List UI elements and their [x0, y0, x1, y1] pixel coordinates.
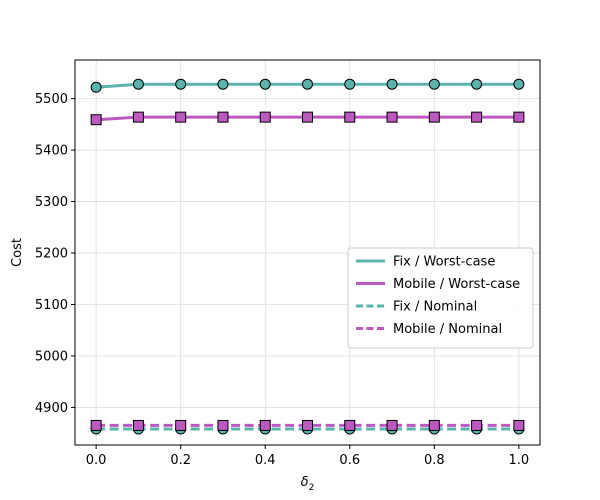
legend-label: Mobile / Nominal: [393, 322, 502, 337]
data-point: [90, 81, 102, 93]
data-point: [344, 111, 356, 123]
legend-label: Fix / Nominal: [393, 300, 477, 315]
data-point: [132, 111, 144, 123]
data-point: [90, 114, 102, 126]
data-point: [513, 78, 525, 90]
data-point: [428, 78, 440, 90]
x-tick-label: 0.2: [170, 453, 191, 468]
x-axis-label-subscript: 2: [309, 483, 315, 493]
axis-ticks: 0.0 0.2 0.4 0.6 0.8 1.0 4900 5000 5100 5200 5300 54…: [35, 92, 529, 468]
data-point: [513, 419, 525, 431]
data-point: [428, 419, 440, 431]
series-group: [90, 78, 525, 435]
legend: Fix / Worst-case Mobile / Worst-case Fix /…: [347, 247, 534, 349]
y-tick-label: 4900: [35, 401, 68, 416]
plot-frame: [74, 59, 541, 446]
data-point: [217, 419, 229, 431]
data-point: [259, 78, 271, 90]
data-point: [471, 419, 483, 431]
x-tick-label: 1.0: [509, 453, 530, 468]
data-point: [302, 111, 313, 123]
series-fix-worst-case: [90, 78, 525, 93]
x-axis-label-main: δ: [301, 475, 309, 490]
data-point: [175, 419, 187, 431]
data-point: [175, 111, 187, 123]
data-point: [175, 78, 187, 90]
data-point: [259, 419, 271, 431]
legend-box: [347, 247, 534, 349]
data-point: [471, 111, 483, 123]
data-point: [344, 419, 356, 431]
data-point: [386, 111, 398, 123]
y-tick-label: 5100: [35, 298, 68, 313]
x-axis-label: δ2: [301, 475, 315, 493]
y-tick-label: 5400: [35, 144, 68, 159]
data-point: [90, 419, 102, 431]
data-point: [386, 78, 398, 90]
x-tick-label: 0.4: [255, 453, 276, 468]
data-point: [513, 111, 525, 123]
series-mobile-worst-case: [90, 111, 525, 126]
data-point: [132, 78, 144, 90]
x-tick-label: 0.6: [339, 453, 360, 468]
data-point: [428, 111, 440, 123]
data-point: [132, 419, 144, 431]
x-tick-label: 0.0: [86, 453, 107, 468]
legend-label: Mobile / Worst-case: [393, 277, 520, 292]
y-axis-label: Cost: [10, 238, 25, 267]
data-point: [471, 78, 483, 90]
data-point: [302, 78, 313, 90]
y-tick-label: 5000: [35, 349, 68, 364]
series-mobile-nominal: [90, 419, 525, 431]
y-tick-label: 5500: [35, 92, 68, 107]
data-point: [217, 111, 229, 123]
legend-label: Fix / Worst-case: [393, 255, 495, 270]
data-point: [259, 111, 271, 123]
data-point: [217, 78, 229, 90]
data-point: [302, 419, 313, 431]
data-point: [386, 419, 398, 431]
data-point: [344, 78, 356, 90]
x-tick-label: 0.8: [424, 453, 445, 468]
y-tick-label: 5300: [35, 195, 68, 210]
y-tick-label: 5200: [35, 247, 68, 262]
